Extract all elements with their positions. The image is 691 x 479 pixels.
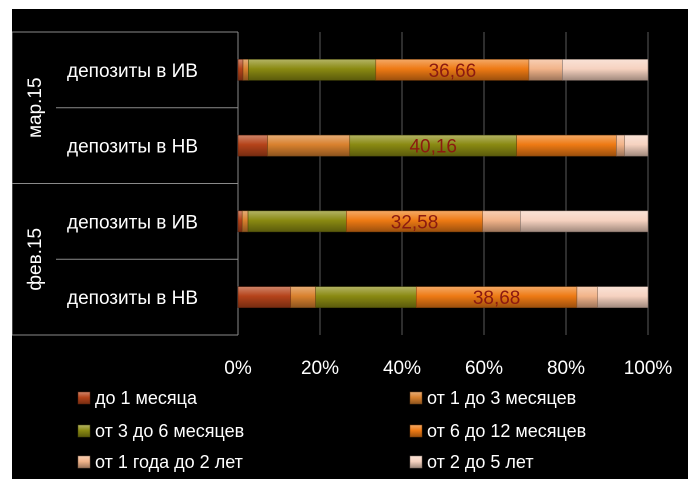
data-label: 38,68 — [473, 288, 521, 309]
bar-segment — [248, 59, 377, 81]
bar-segment — [237, 286, 292, 308]
bar-segment — [290, 286, 316, 308]
legend-swatch — [409, 455, 423, 469]
legend-label: от 2 до 5 лет — [427, 452, 534, 472]
x-tick-label: 100% — [624, 358, 673, 379]
legend-swatch — [77, 424, 91, 438]
bar-segment — [616, 134, 625, 157]
bar-segment — [315, 286, 417, 308]
data-label: 36,66 — [429, 61, 477, 82]
bar-segment — [267, 134, 351, 157]
group-label: мар.15 — [25, 77, 46, 138]
bar-segment — [242, 59, 249, 81]
category-label: депозиты в ИВ — [67, 212, 198, 233]
legend-swatch — [409, 391, 423, 405]
bar-segment — [237, 59, 244, 81]
legend-swatch — [409, 424, 423, 438]
legend-swatch — [77, 391, 91, 405]
bar-segment — [237, 134, 268, 157]
bar-segment — [247, 210, 347, 233]
x-tick-label: 40% — [383, 358, 421, 379]
data-label: 32,58 — [391, 212, 439, 233]
legend-label: до 1 месяца — [95, 388, 198, 408]
bar-segment — [241, 210, 249, 233]
legend-swatch — [77, 455, 91, 469]
bar-segment — [520, 210, 649, 233]
category-label: депозиты в НВ — [67, 288, 198, 309]
bar-segment — [516, 134, 617, 157]
chart-area: депозиты в ИВ депозиты в НВ депозиты в ИВ д… — [12, 9, 688, 479]
bar-segment — [624, 134, 649, 157]
bar-segment — [597, 286, 649, 308]
legend-label: от 6 до 12 месяцев — [427, 421, 586, 441]
bar-segment — [562, 59, 649, 81]
category-label: депозиты в ИВ — [67, 61, 198, 82]
group-label: фев.15 — [25, 228, 46, 291]
legend-label: от 3 до 6 месяцев — [95, 421, 244, 441]
bar-segment — [576, 286, 598, 308]
bar-segment — [528, 59, 563, 81]
data-label: 40,16 — [409, 137, 457, 158]
x-tick-label: 80% — [547, 358, 585, 379]
x-tick-label: 0% — [224, 358, 252, 379]
legend-label: от 1 года до 2 лет — [95, 452, 243, 472]
legend-label: от 1 до 3 месяцев — [427, 388, 576, 408]
category-label: депозиты в НВ — [67, 137, 198, 158]
x-tick-label: 20% — [301, 358, 339, 379]
stacked-bar-chart: депозиты в ИВ депозиты в НВ депозиты в ИВ д… — [12, 31, 673, 472]
bar-segment — [237, 210, 243, 233]
bar-segment — [482, 210, 521, 233]
x-tick-label: 60% — [465, 358, 503, 379]
